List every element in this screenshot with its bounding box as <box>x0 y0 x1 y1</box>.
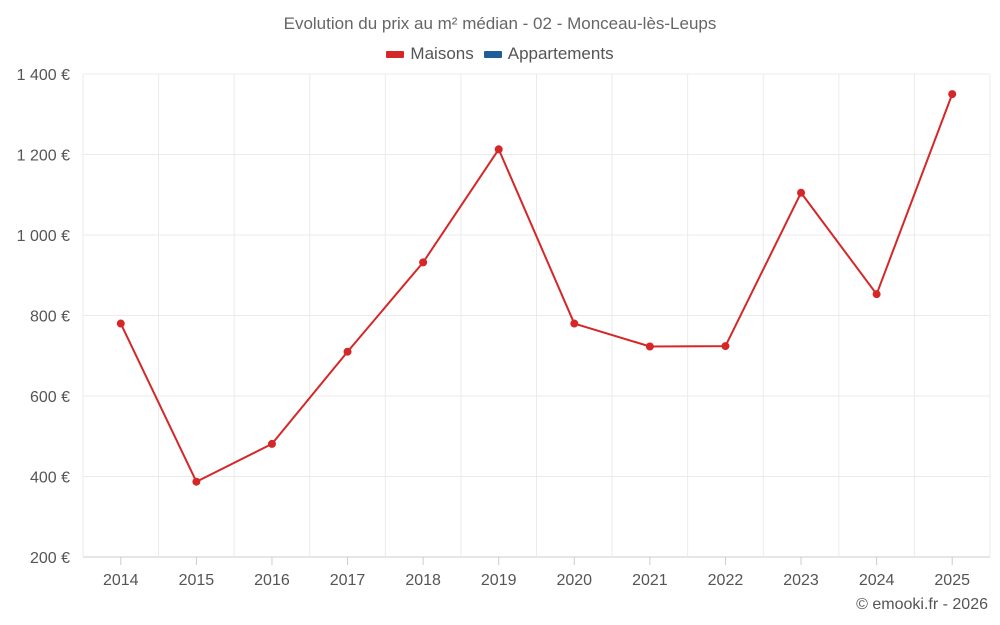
x-tick-label: 2025 <box>934 572 970 589</box>
data-point-maisons[interactable] <box>116 319 125 328</box>
legend-label-appartements: Appartements <box>507 44 614 63</box>
chart-title: Evolution du prix au m² médian - 02 - Mo… <box>283 14 717 33</box>
data-point-maisons[interactable] <box>797 188 806 197</box>
x-tick-label: 2021 <box>632 572 668 589</box>
x-tick-label: 2024 <box>859 572 895 589</box>
y-tick-label: 800 € <box>30 309 70 326</box>
x-tick-label: 2017 <box>330 572 366 589</box>
y-tick-label: 1 400 € <box>17 67 70 84</box>
x-tick-label: 2020 <box>556 572 592 589</box>
x-tick-label: 2016 <box>254 572 290 589</box>
data-point-maisons[interactable] <box>721 342 730 351</box>
x-tick-label: 2022 <box>708 572 744 589</box>
x-tick-label: 2018 <box>405 572 441 589</box>
x-tick-label: 2015 <box>179 572 215 589</box>
copyright-watermark: © emooki.fr - 2026 <box>856 596 988 613</box>
data-point-maisons[interactable] <box>419 258 428 267</box>
y-tick-label: 600 € <box>30 389 70 406</box>
data-point-maisons[interactable] <box>192 477 201 486</box>
legend-swatch-appartements <box>483 50 502 58</box>
data-point-maisons[interactable] <box>645 342 654 351</box>
y-tick-label: 400 € <box>30 470 70 487</box>
data-point-maisons[interactable] <box>494 145 503 154</box>
data-point-maisons[interactable] <box>343 347 352 356</box>
x-tick-label: 2023 <box>783 572 819 589</box>
data-point-maisons[interactable] <box>570 319 579 328</box>
data-point-maisons[interactable] <box>872 290 881 299</box>
data-point-maisons[interactable] <box>948 90 957 99</box>
series-line-maisons <box>119 93 954 483</box>
legend-item-maisons[interactable]: Maisons <box>386 44 474 64</box>
legend-item-appartements[interactable]: Appartements <box>483 44 614 64</box>
x-tick-label: 2019 <box>481 572 517 589</box>
x-tick-label: 2014 <box>103 572 139 589</box>
legend-label-maisons: Maisons <box>410 44 474 63</box>
y-tick-label: 1 200 € <box>17 148 70 165</box>
y-tick-label: 200 € <box>30 550 70 567</box>
data-point-maisons[interactable] <box>267 439 276 448</box>
legend-swatch-maisons <box>386 50 405 58</box>
y-tick-label: 1 000 € <box>17 228 70 245</box>
chart-legend: Maisons Appartements <box>0 44 1000 64</box>
